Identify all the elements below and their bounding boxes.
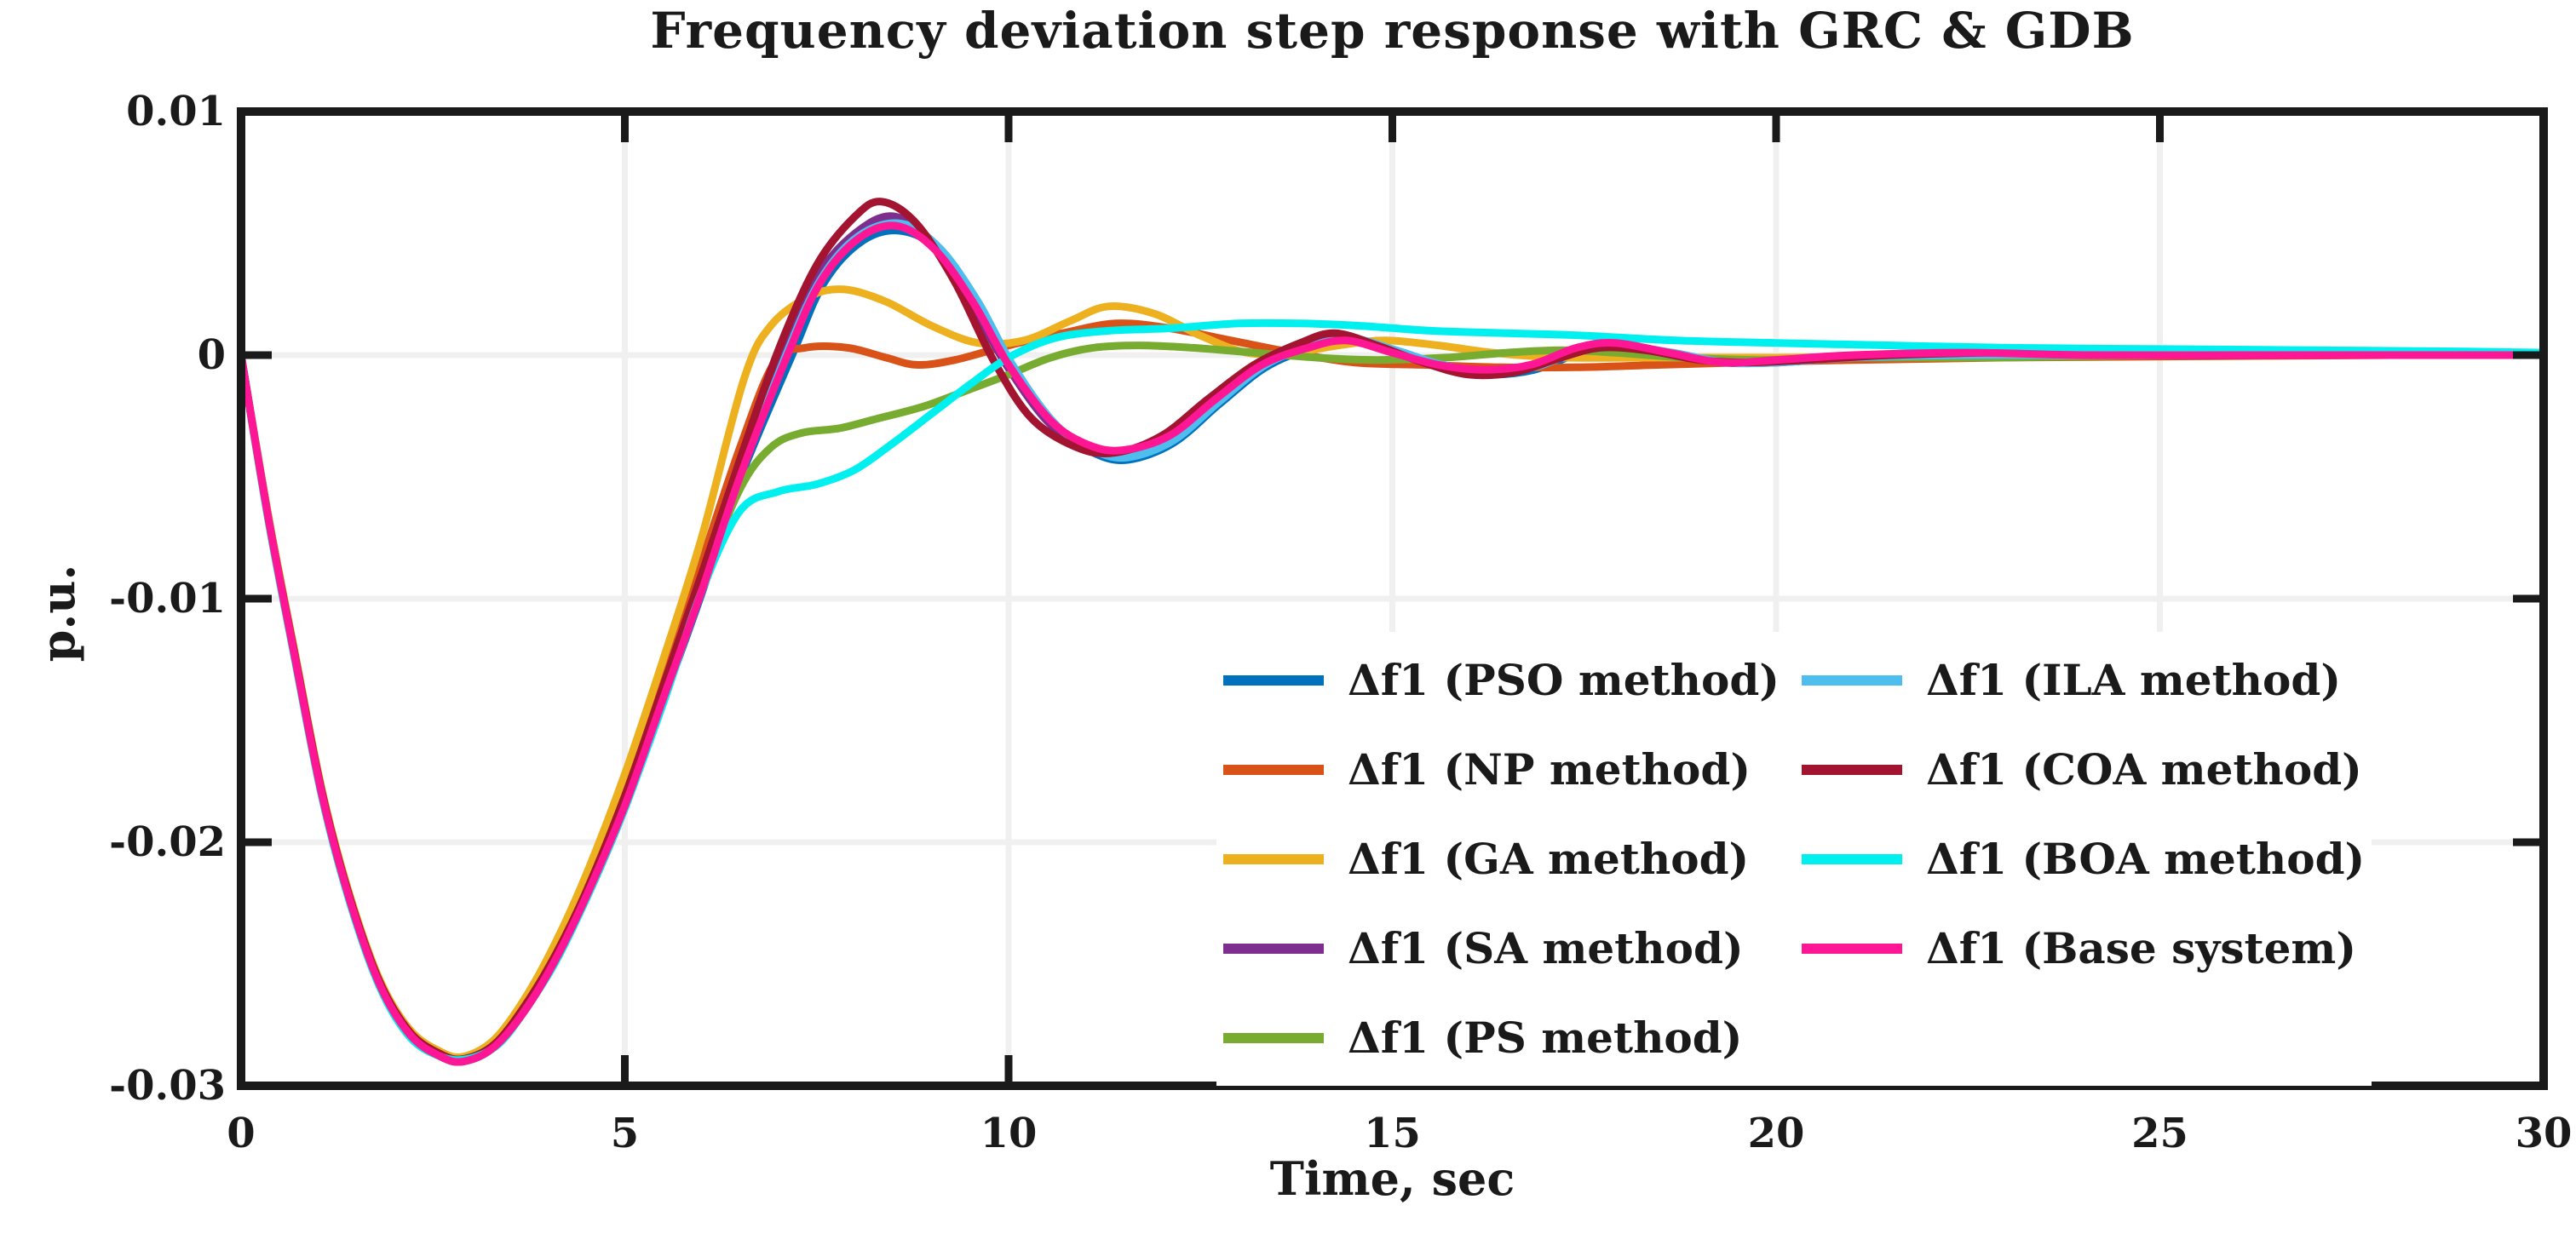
legend-label: Δf1 (ILA method) bbox=[1925, 655, 2342, 705]
x-tick-label-5: 5 bbox=[610, 1110, 640, 1157]
x-tick-label-20: 20 bbox=[1747, 1110, 1805, 1157]
legend-label: Δf1 (Base system) bbox=[1925, 923, 2356, 973]
legend-label: Δf1 (PSO method) bbox=[1348, 655, 1780, 705]
y-tick-label-0: 0 bbox=[197, 331, 226, 379]
x-tick-label-0: 0 bbox=[227, 1110, 256, 1157]
legend: Δf1 (PSO method) Δf1 (NP method) Δf1 (GA m… bbox=[1216, 632, 2372, 1086]
chart-title: Frequency deviation step response with G… bbox=[650, 2, 2135, 60]
legend-item: Δf1 (Base system) bbox=[1801, 904, 2365, 993]
legend-item: Δf1 (NP method) bbox=[1223, 725, 1780, 814]
legend-column-2: Δf1 (ILA method) Δf1 (COA method) Δf1 (BOA… bbox=[1801, 635, 2366, 1082]
legend-label: Δf1 (NP method) bbox=[1348, 744, 1751, 795]
y-tick-label--0.03: -0.03 bbox=[109, 1062, 226, 1110]
legend-item: Δf1 (PS method) bbox=[1223, 993, 1780, 1082]
x-tick-label-25: 25 bbox=[2131, 1110, 2188, 1157]
legend-line-swatch bbox=[1801, 943, 1902, 954]
series-line-8 bbox=[241, 221, 2544, 1066]
legend-item: Δf1 (PSO method) bbox=[1223, 635, 1780, 725]
legend-label: Δf1 (SA method) bbox=[1348, 923, 1744, 973]
legend-label: Δf1 (BOA method) bbox=[1925, 834, 2366, 884]
legend-line-swatch bbox=[1223, 764, 1324, 775]
legend-item: Δf1 (COA method) bbox=[1801, 725, 2365, 814]
legend-label: Δf1 (COA method) bbox=[1925, 744, 2362, 795]
legend-line-swatch bbox=[1801, 853, 1902, 864]
legend-line-swatch bbox=[1223, 943, 1324, 954]
legend-line-swatch bbox=[1801, 674, 1902, 686]
legend-line-swatch bbox=[1801, 764, 1902, 775]
legend-item: Δf1 (BOA method) bbox=[1801, 814, 2366, 904]
legend-label: Δf1 (GA method) bbox=[1348, 834, 1750, 884]
x-tick-label-10: 10 bbox=[980, 1110, 1038, 1157]
x-tick-label-15: 15 bbox=[1364, 1110, 1421, 1157]
y-tick-label--0.02: -0.02 bbox=[109, 818, 226, 866]
legend-line-swatch bbox=[1223, 853, 1324, 864]
legend-line-swatch bbox=[1223, 1032, 1324, 1043]
legend-item: Δf1 (ILA method) bbox=[1801, 635, 2365, 725]
legend-item: Δf1 (GA method) bbox=[1223, 814, 1780, 904]
y-tick-label-0.01: 0.01 bbox=[126, 88, 226, 135]
x-tick-label-30: 30 bbox=[2515, 1110, 2573, 1157]
x-axis-label: Time, sec bbox=[1269, 1151, 1515, 1206]
legend-label: Δf1 (PS method) bbox=[1348, 1013, 1743, 1063]
legend-item: Δf1 (SA method) bbox=[1223, 904, 1780, 993]
legend-line-swatch bbox=[1223, 674, 1324, 686]
y-tick-label--0.01: -0.01 bbox=[109, 575, 226, 623]
legend-column-1: Δf1 (PSO method) Δf1 (NP method) Δf1 (GA m… bbox=[1223, 635, 1780, 1082]
curves-group bbox=[241, 198, 2544, 1066]
